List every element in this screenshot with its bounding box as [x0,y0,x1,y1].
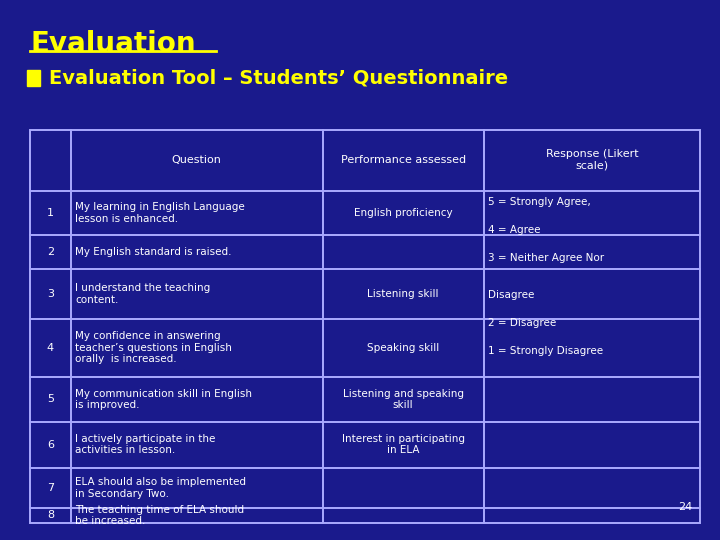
Bar [27,70,40,86]
Text: My confidence in answering
teacher’s questions in English
orally  is increased.: My confidence in answering teacher’s que… [75,331,232,364]
Text: Speaking skill: Speaking skill [367,343,439,353]
Text: Question: Question [171,155,222,165]
Text: My English standard is raised.: My English standard is raised. [75,247,231,257]
Text: 8: 8 [47,510,54,521]
Text: Response (Likert
scale): Response (Likert scale) [546,149,638,171]
Text: ELA should also be implemented
in Secondary Two.: ELA should also be implemented in Second… [75,477,246,499]
Text: Performance assessed: Performance assessed [341,155,466,165]
Text: I actively participate in the
activities in lesson.: I actively participate in the activities… [75,434,215,455]
Text: My learning in English Language
lesson is enhanced.: My learning in English Language lesson i… [75,202,245,224]
Text: Interest in participating
in ELA: Interest in participating in ELA [342,434,464,455]
Text: The teaching time of ELA should
be increased.: The teaching time of ELA should be incre… [75,504,244,526]
Text: I understand the teaching
content.: I understand the teaching content. [75,283,210,305]
Bar [30,130,700,523]
Text: English proficiency: English proficiency [354,208,452,218]
Text: 24: 24 [678,502,693,511]
Text: Listening and speaking
skill: Listening and speaking skill [343,388,464,410]
Text: 5 = Strongly Agree,

4 = Agree

3 = Neither Agree Nor: 5 = Strongly Agree, 4 = Agree 3 = Neithe… [488,197,604,263]
Text: My communication skill in English
is improved.: My communication skill in English is imp… [75,388,252,410]
Text: Listening skill: Listening skill [367,289,439,299]
Text: 4: 4 [47,343,54,353]
Text: 6: 6 [47,440,54,450]
Text: Evaluation: Evaluation [30,30,196,58]
Text: 3: 3 [47,289,54,299]
Text: 7: 7 [47,483,54,493]
Text: 5: 5 [47,394,54,404]
Text: 1: 1 [47,208,54,218]
Text: 2: 2 [47,247,54,257]
Text: Disagree

2 = Disagree

1 = Strongly Disagree: Disagree 2 = Disagree 1 = Strongly Disag… [488,290,603,356]
Text: Evaluation Tool – Students’ Questionnaire: Evaluation Tool – Students’ Questionnair… [49,69,508,88]
